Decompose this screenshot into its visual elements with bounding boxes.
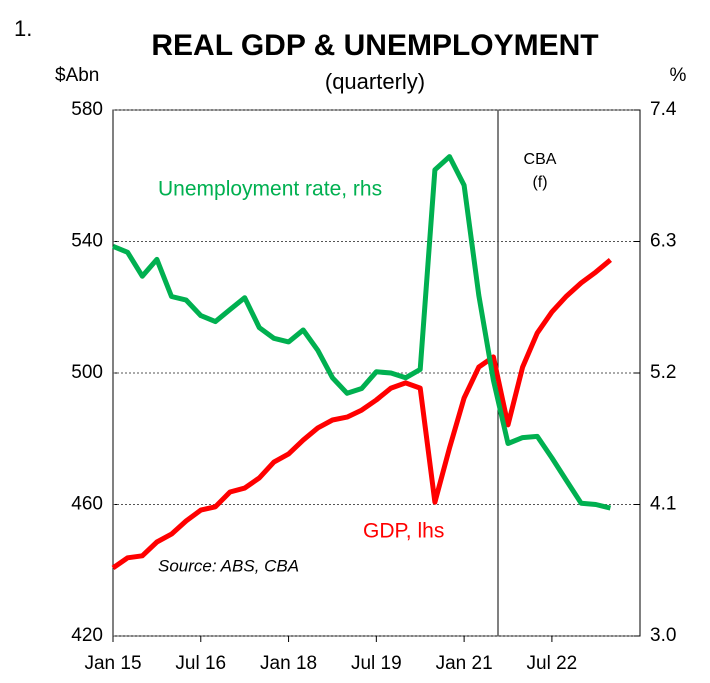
y-axis-label: $Abn	[55, 65, 99, 86]
chart-number: 1.	[14, 16, 32, 41]
y-tick-label: 460	[71, 494, 103, 515]
x-tick-label: Jul 19	[351, 653, 402, 674]
y-tick-label: 580	[71, 99, 103, 120]
series-label: GDP, lhs	[363, 520, 444, 543]
y-tick-label: 420	[71, 625, 103, 646]
series-label: Unemployment rate, rhs	[158, 178, 382, 201]
y2-tick-label: 7.4	[650, 99, 677, 120]
x-tick-label: Jan 15	[84, 653, 141, 674]
y2-axis-label: %	[670, 65, 687, 86]
source: Source: ABS, CBA	[158, 556, 299, 575]
chart-subtitle: (quarterly)	[325, 69, 425, 94]
y-tick-label: 500	[71, 362, 103, 383]
y2-tick-label: 6.3	[650, 231, 676, 252]
x-tick-label: Jul 16	[175, 653, 226, 674]
x-tick-label: Jan 18	[260, 653, 317, 674]
y2-tick-label: 5.2	[650, 362, 676, 383]
y2-tick-label: 3.0	[650, 625, 676, 646]
annotation: (f)	[532, 174, 547, 191]
y2-tick-label: 4.1	[650, 494, 676, 515]
x-tick-label: Jan 21	[436, 653, 493, 674]
chart-title: REAL GDP & UNEMPLOYMENT	[151, 29, 598, 62]
y-tick-label: 540	[71, 231, 103, 252]
series-line	[111, 257, 613, 570]
x-tick-label: Jul 22	[527, 653, 578, 674]
annotation: CBA	[524, 151, 557, 168]
series-line	[112, 154, 611, 511]
